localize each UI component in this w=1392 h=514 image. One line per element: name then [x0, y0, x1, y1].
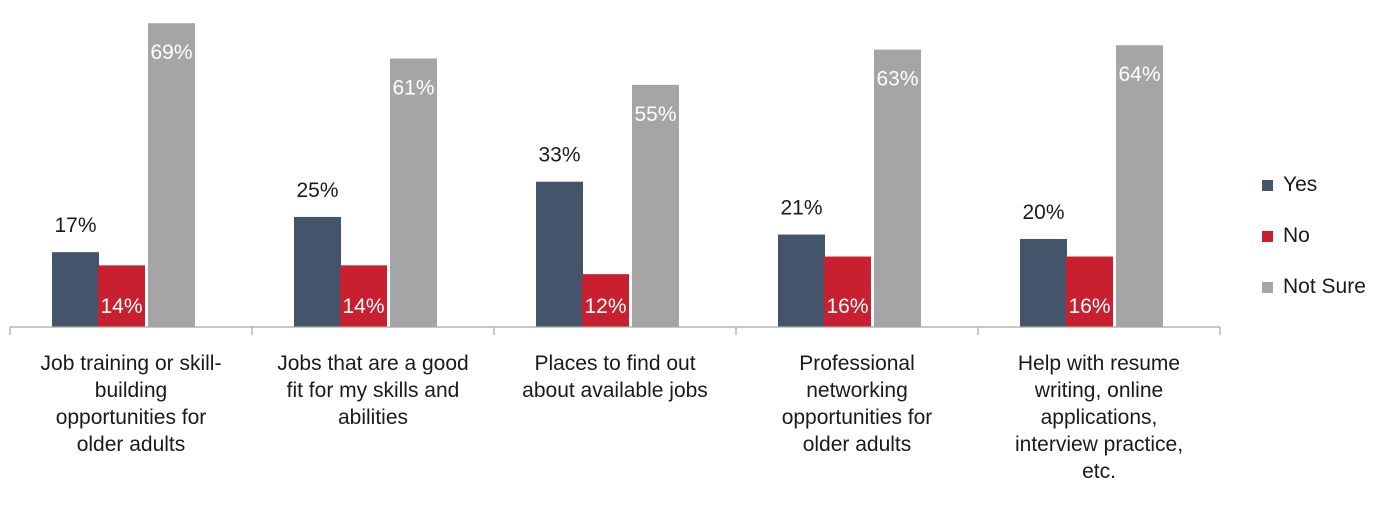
bar-no-2 — [582, 274, 629, 327]
category-label-line: about available jobs — [522, 379, 708, 402]
data-label-no-3: 16% — [826, 295, 868, 318]
data-label-not-sure-4: 64% — [1118, 63, 1160, 86]
category-label-line: fit for my skills and — [286, 379, 460, 402]
bar-not-sure-3 — [874, 49, 921, 327]
data-label-yes-1: 25% — [296, 179, 338, 202]
category-label-4: Help with resume writing, online applicati… — [979, 350, 1219, 485]
category-label-line: Jobs that are a good — [277, 352, 469, 375]
legend-swatch — [1262, 281, 1273, 293]
category-label-1: Jobs that are a good fit for my skills an… — [253, 350, 493, 431]
legend: Yes No Not Sure — [1262, 170, 1366, 323]
data-label-yes-3: 21% — [780, 197, 822, 220]
category-label-line: Places to find out — [534, 352, 696, 375]
bar-no-1 — [340, 265, 387, 327]
data-label-no-2: 12% — [584, 295, 626, 318]
legend-item-not-sure: Not Sure — [1262, 272, 1366, 302]
legend-label: No — [1283, 224, 1310, 247]
bar-yes-3 — [778, 234, 825, 327]
bar-yes-1 — [294, 216, 341, 327]
legend-swatch — [1262, 230, 1273, 242]
category-label-line: building — [94, 379, 168, 402]
category-label-line: Help with resume — [1017, 352, 1181, 375]
category-label-line: opportunities for — [55, 406, 207, 429]
bar-not-sure-2 — [632, 84, 679, 327]
category-label-0: Job training or skill-building opportunit… — [11, 350, 251, 458]
data-label-yes-0: 17% — [54, 214, 96, 237]
bar-yes-2 — [536, 181, 583, 327]
bar-not-sure-0 — [148, 23, 195, 327]
bar-no-0 — [98, 265, 145, 327]
data-label-not-sure-2: 55% — [634, 103, 676, 126]
data-label-no-4: 16% — [1068, 295, 1110, 318]
category-label-line: networking — [806, 379, 908, 402]
legend-item-no: No — [1262, 221, 1366, 251]
bar-not-sure-4 — [1116, 45, 1163, 327]
category-label-line: older adults — [76, 433, 186, 456]
data-label-yes-2: 33% — [538, 144, 580, 167]
bar-yes-4 — [1020, 238, 1067, 327]
category-label-line: opportunities for — [781, 406, 933, 429]
data-label-not-sure-1: 61% — [392, 76, 434, 99]
data-label-yes-4: 20% — [1022, 201, 1064, 224]
legend-label: Yes — [1283, 173, 1318, 196]
category-label-line: Job training or skill- — [40, 352, 222, 375]
category-label-3: Professional networking opportunities for o… — [737, 350, 977, 458]
legend-swatch — [1262, 179, 1273, 191]
bar-not-sure-1 — [390, 58, 437, 328]
category-label-line: applications, — [1040, 406, 1158, 429]
bar-no-3 — [824, 256, 871, 327]
category-label-line: interview practice, — [1014, 433, 1184, 456]
data-label-no-0: 14% — [100, 295, 142, 318]
category-label-line: etc. — [1082, 460, 1116, 483]
legend-item-yes: Yes — [1262, 170, 1366, 200]
bar-yes-0 — [52, 252, 99, 327]
data-label-not-sure-3: 63% — [876, 68, 918, 91]
category-label-2: Places to find out about available jobs — [495, 350, 735, 404]
data-label-not-sure-0: 69% — [150, 41, 192, 64]
category-label-line: abilities — [337, 406, 409, 429]
category-label-line: older adults — [802, 433, 912, 456]
category-label-line: writing, online — [1034, 379, 1164, 402]
data-label-no-1: 14% — [342, 295, 384, 318]
category-label-line: Professional — [799, 352, 915, 375]
bar-no-4 — [1066, 256, 1113, 327]
legend-label: Not Sure — [1283, 275, 1366, 298]
